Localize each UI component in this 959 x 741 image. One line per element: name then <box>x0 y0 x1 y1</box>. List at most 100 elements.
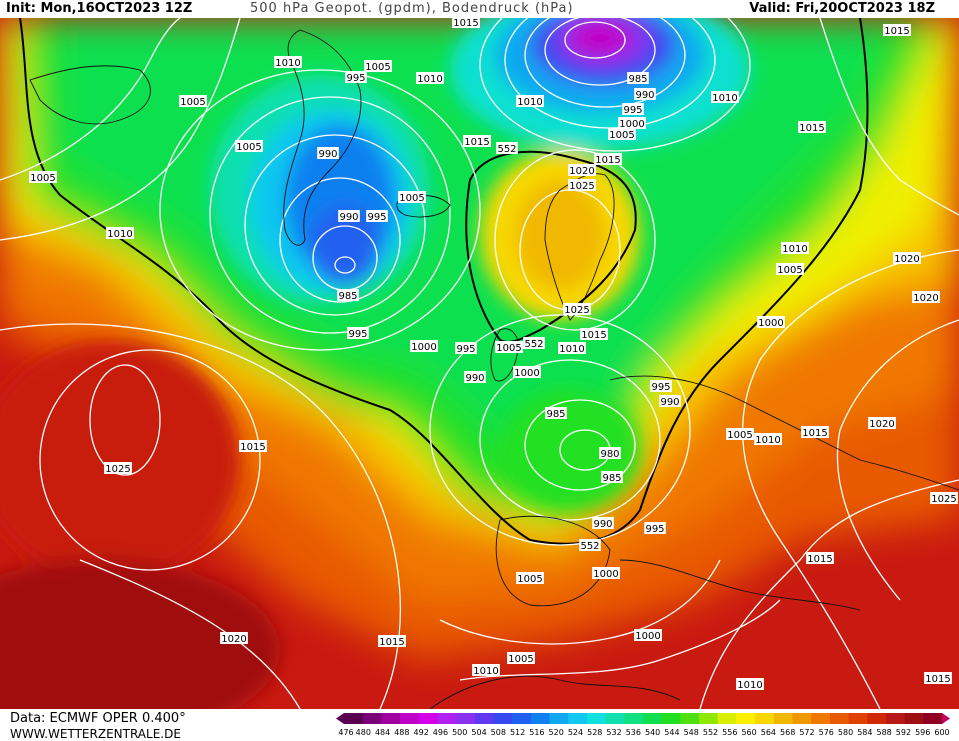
isobar-label-bg <box>776 263 804 275</box>
map-title: 500 hPa Geopot. (gpdm), Bodendruck (hPa) <box>250 1 574 16</box>
isobar-label-bg <box>507 652 535 664</box>
legend-tick-label: 576 <box>819 728 834 737</box>
isobar-label-bg <box>410 340 438 352</box>
legend-tick-label: 552 <box>703 728 718 737</box>
legend-swatch <box>400 713 420 724</box>
isobar-label-bg <box>366 210 388 222</box>
legend-tick-label: 492 <box>414 728 429 737</box>
legend-tick-label: 480 <box>356 728 371 737</box>
isobar-label: 990 <box>593 519 612 530</box>
isobar-label-bg <box>754 433 782 445</box>
isobar-label-bg <box>495 341 523 353</box>
isobar <box>699 479 959 709</box>
isobar-label-bg <box>930 492 958 504</box>
isobar-label: 1010 <box>417 74 442 85</box>
isobar-label-bg <box>627 72 649 84</box>
legend-tick-label: 532 <box>606 728 621 737</box>
coastline-med <box>619 559 861 611</box>
high-red-atlantic <box>0 340 240 580</box>
isobar-label: 1005 <box>777 265 802 276</box>
isobar-label: 990 <box>465 373 484 384</box>
legend-tick-label: 568 <box>780 728 795 737</box>
contour-552-ridge <box>465 150 637 343</box>
isobar-label-bg <box>455 342 477 354</box>
isobar-label-bg <box>650 380 672 392</box>
isobar-label: 1020 <box>569 166 594 177</box>
isobar-label: 995 <box>623 105 642 116</box>
isobar-label: 990 <box>339 212 358 223</box>
isobar-label-bg <box>317 147 339 159</box>
isobar-label: 1015 <box>802 428 827 439</box>
legend-tick-label: 488 <box>394 728 409 737</box>
coastline-scandinavia <box>544 173 615 321</box>
map-canvas: 1015 1015 1010 1005 995 1010 985 990 1005 1010 101… <box>0 18 959 709</box>
isobar-label-bg <box>338 210 360 222</box>
legend-swatch <box>848 713 868 724</box>
low-magenta-north <box>570 20 630 56</box>
isobar-label-bg <box>608 128 636 140</box>
isobar-label-bg <box>912 291 940 303</box>
legend-tick-label: 500 <box>452 728 467 737</box>
isobar-label: 1015 <box>595 155 620 166</box>
data-source-label: Data: ECMWF OPER 0.400° <box>10 711 186 726</box>
isobar-label-bg <box>883 24 911 36</box>
legend-swatch <box>493 713 513 724</box>
legend-tick-label: 556 <box>722 728 737 737</box>
website-label: WWW.WETTERZENTRALE.DE <box>10 727 181 741</box>
isobar-label-bg <box>545 407 567 419</box>
isobar-label-bg <box>801 426 829 438</box>
isobar-label-bg <box>806 552 834 564</box>
isobar-label: 995 <box>367 212 386 223</box>
isobar-label: 1015 <box>925 674 950 685</box>
isobar <box>159 69 481 351</box>
isobar-label: 1015 <box>884 26 909 37</box>
isobar-label-bg <box>337 289 359 301</box>
isobar-label: 1010 <box>737 680 762 691</box>
isobar-label-bg <box>274 56 302 68</box>
legend-swatch <box>381 713 401 724</box>
legend-tick-label: 508 <box>491 728 506 737</box>
isobar-label: 1015 <box>799 123 824 134</box>
isobar-label-bg <box>563 303 591 315</box>
legend-swatch <box>624 713 644 724</box>
isobar-label: 985 <box>628 74 647 85</box>
isobar-label: 1010 <box>712 93 737 104</box>
isobar-label: 1005 <box>517 574 542 585</box>
isobar-label: 1000 <box>758 318 783 329</box>
legend-tick-label: 524 <box>568 728 583 737</box>
legend-tick-label: 544 <box>664 728 679 737</box>
isobar <box>544 18 656 86</box>
coastline-iberia <box>495 515 611 607</box>
isobar-label-bg <box>618 117 646 129</box>
isobar-label-bg <box>634 629 662 641</box>
isobar-label-bg <box>345 71 367 83</box>
isobar-label-bg <box>568 179 596 191</box>
legend-swatch <box>586 713 607 724</box>
isobar-label: 1020 <box>913 293 938 304</box>
coastline-europe <box>609 375 959 491</box>
isobar-label-bg <box>106 227 134 239</box>
legend-tick-label: 528 <box>587 728 602 737</box>
isobar-label: 552 <box>497 144 516 155</box>
isobar-label-bg <box>580 328 608 340</box>
legend-swatch <box>811 713 831 724</box>
isobar-label-bg <box>104 462 132 474</box>
isobar-label-bg <box>601 471 623 483</box>
isobar-label-bg <box>179 95 207 107</box>
isobar-label: 1010 <box>517 97 542 108</box>
isobar-label-bg <box>599 447 621 459</box>
isobar-label-bg <box>592 517 614 529</box>
isobar-label: 1005 <box>727 430 752 441</box>
legend-swatch <box>643 713 663 724</box>
legend-tick-label: 484 <box>375 728 390 737</box>
isobar-label-bg <box>464 371 486 383</box>
init-time-label: Init: Mon,16OCT2023 12Z <box>6 1 193 16</box>
isobar <box>0 323 401 709</box>
footer-bar: Data: ECMWF OPER 0.400° WWW.WETTERZENTRA… <box>0 709 959 741</box>
isobar-label: 995 <box>645 524 664 535</box>
isobar <box>564 21 626 59</box>
isobar-label: 1000 <box>635 631 660 642</box>
weather-map: 1015 1015 1010 1005 995 1010 985 990 1005 1010 101… <box>0 18 959 709</box>
isobar-label-bg <box>736 678 764 690</box>
isobar-label: 1015 <box>453 18 478 29</box>
